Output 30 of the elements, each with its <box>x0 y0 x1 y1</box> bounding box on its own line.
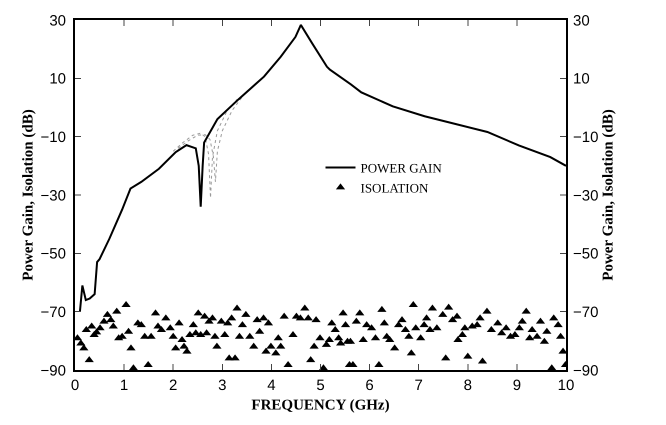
x-tick-label: 1 <box>120 377 128 394</box>
y-tick-label: −70 <box>40 304 66 321</box>
y-tick-label: −90 <box>40 362 66 380</box>
y-tick-label: −50 <box>40 246 66 263</box>
y2-tick-label: 30 <box>573 12 590 30</box>
y-tick-label: −10 <box>40 128 66 146</box>
y2-tick-label: 10 <box>573 70 590 88</box>
y-axis-title: Power Gain, Isolation (dB) <box>20 109 36 281</box>
x-tick-label: 4 <box>267 377 276 394</box>
x-tick-label: 5 <box>316 377 325 394</box>
legend-label: POWER GAIN <box>360 160 442 176</box>
x-tick-label: 3 <box>218 377 226 394</box>
x-tick-label: 2 <box>169 377 178 394</box>
y-tick-label: 10 <box>49 70 66 88</box>
x-tick-label: 7 <box>414 377 423 394</box>
y2-axis-title: Power Gain, Isolation (dB) <box>600 109 616 281</box>
x-tick-label: 8 <box>464 377 472 394</box>
x-axis-title: FREQUENCY (GHz) <box>251 398 390 414</box>
y2-tick-label: −30 <box>573 187 598 204</box>
y-tick-label: 30 <box>49 12 66 30</box>
y2-tick-label: −70 <box>573 304 598 321</box>
x-tick-label: 0 <box>70 377 80 394</box>
y-tick-label: −30 <box>40 187 66 204</box>
x-tick-label: 9 <box>512 377 522 394</box>
y2-tick-label: −90 <box>573 362 598 380</box>
x-tick-label: 6 <box>365 377 374 394</box>
legend-label: ISOLATION <box>360 180 429 196</box>
y2-tick-label: −10 <box>573 128 598 146</box>
y2-tick-label: −50 <box>573 246 598 263</box>
x-tick-label: 10 <box>558 377 574 394</box>
